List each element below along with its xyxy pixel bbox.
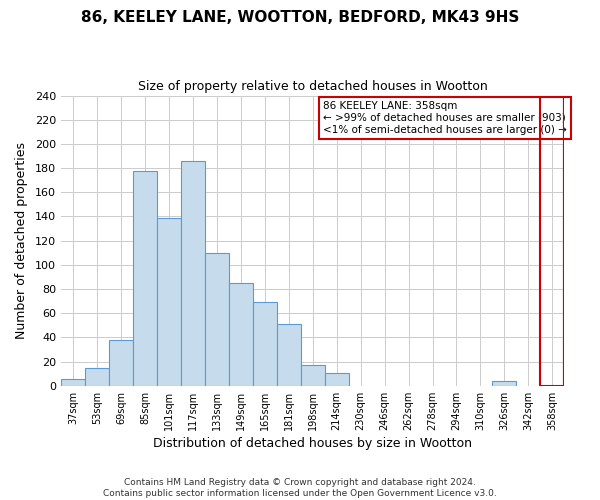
Text: 86, KEELEY LANE, WOOTTON, BEDFORD, MK43 9HS: 86, KEELEY LANE, WOOTTON, BEDFORD, MK43 … [81, 10, 519, 25]
Bar [109, 340, 133, 386]
X-axis label: Distribution of detached houses by size in Wootton: Distribution of detached houses by size … [153, 437, 472, 450]
Text: Contains HM Land Registry data © Crown copyright and database right 2024.
Contai: Contains HM Land Registry data © Crown c… [103, 478, 497, 498]
Bar [301, 366, 325, 386]
Bar [277, 324, 301, 386]
Bar [253, 302, 277, 386]
Bar [229, 283, 253, 386]
Bar [325, 372, 349, 386]
Bar [133, 170, 157, 386]
Bar [493, 381, 517, 386]
Bar [85, 368, 109, 386]
Bar [541, 96, 565, 386]
Y-axis label: Number of detached properties: Number of detached properties [15, 142, 28, 339]
Bar [157, 218, 181, 386]
Title: Size of property relative to detached houses in Wootton: Size of property relative to detached ho… [138, 80, 488, 93]
Bar [181, 161, 205, 386]
Bar [205, 253, 229, 386]
Bar [61, 378, 85, 386]
Text: 86 KEELEY LANE: 358sqm
← >99% of detached houses are smaller (903)
<1% of semi-d: 86 KEELEY LANE: 358sqm ← >99% of detache… [323, 102, 566, 134]
